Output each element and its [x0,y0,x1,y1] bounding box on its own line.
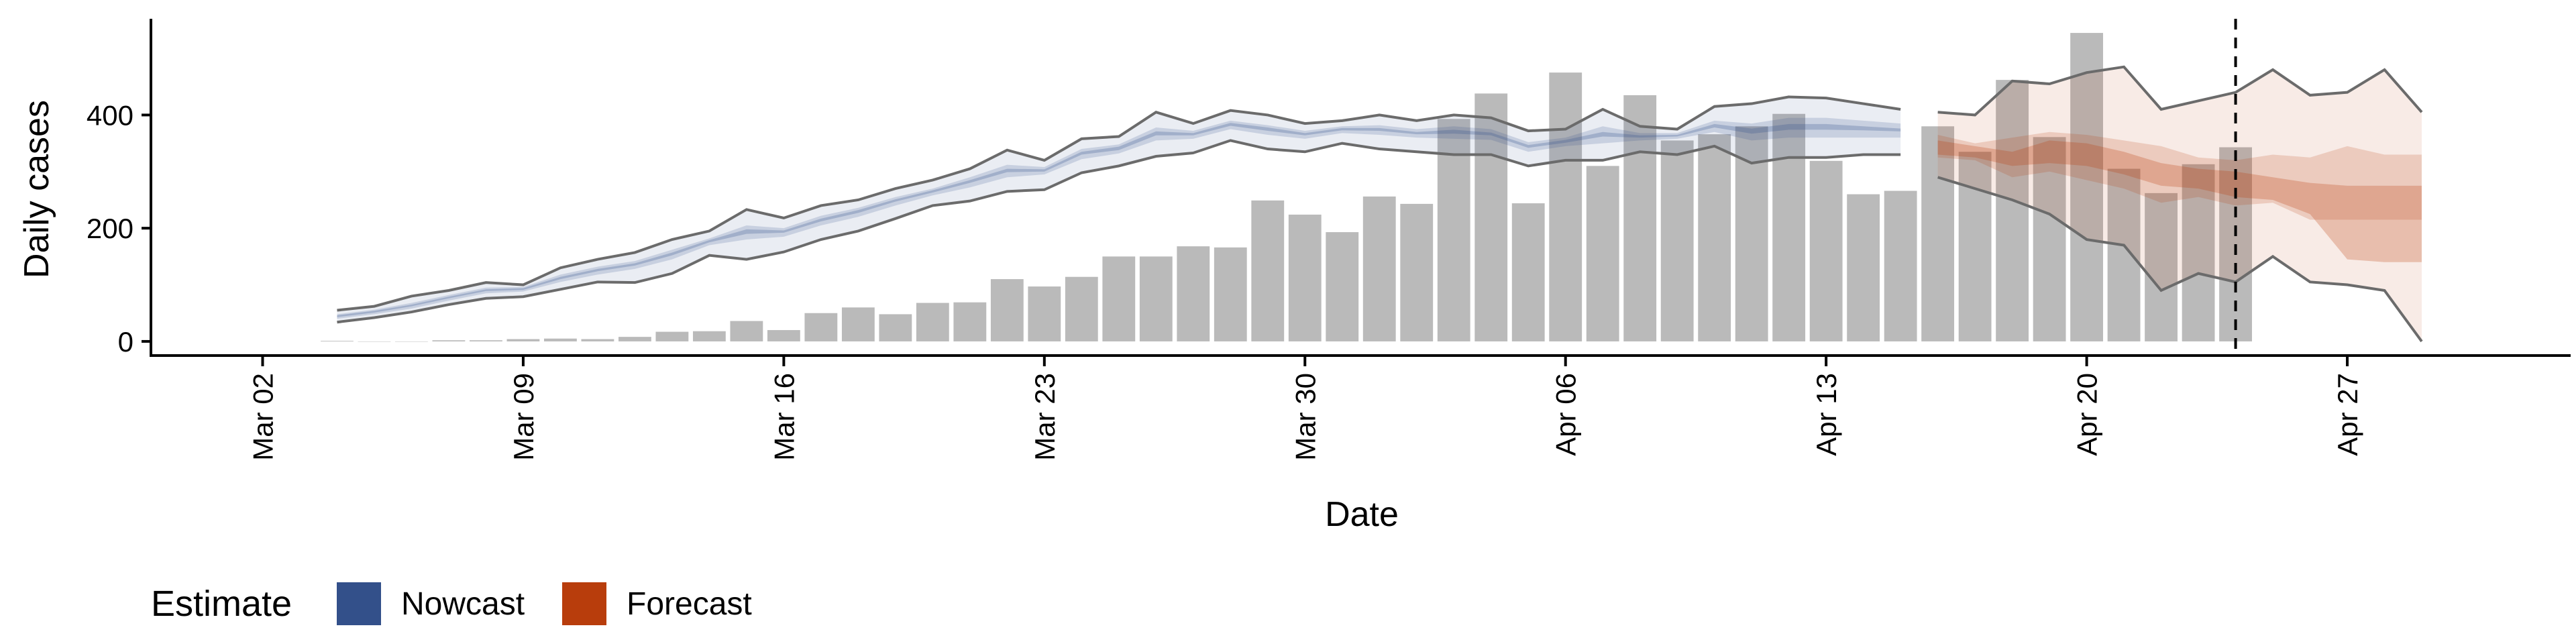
case-bar [1884,191,1917,341]
case-bar [2033,137,2066,341]
forecast-lower-bound-line [1937,176,2423,343]
x-ticks: Mar 02 Mar 09 Mar 16 Mar 23 Mar 30 Apr 06 Apr … [247,356,2363,461]
case-bar [1847,194,1880,341]
case-bar [1996,80,2029,341]
legend-label-nowcast: Nowcast [401,586,525,622]
case-bar [1214,247,1247,341]
case-bar [2145,193,2178,341]
forecast-band-90 [1937,66,2422,341]
x-tick-label: Mar 02 [247,373,278,461]
case-bar [1958,152,1992,341]
y-axis-title: Daily cases [17,100,56,278]
case-bar [953,302,987,341]
case-bar [358,341,391,342]
case-bar [1809,160,1843,341]
case-bar [916,303,949,341]
reported-cases-bars [321,33,2252,342]
case-bar [1362,196,1396,341]
y-ticks: 0 200 400 [87,99,151,358]
nowcast-band-50 [337,117,1901,319]
case-bar [804,313,838,341]
case-bar [506,339,540,341]
case-bar [1772,113,1806,341]
x-axis-title: Date [1325,495,1399,534]
nowcast-lower-bound-line [337,139,1901,324]
y-tick-label: 200 [87,213,133,244]
case-bar [1698,134,1731,341]
forecast-band-20 [1937,140,2422,262]
case-bar [1586,166,1619,341]
case-bar [1474,93,1508,341]
forecast-band-50 [1937,131,2422,220]
case-bar [655,331,689,341]
case-bar [1511,203,1545,341]
y-tick-label: 400 [87,99,133,131]
case-bar [432,340,466,341]
case-bar [1326,232,1359,341]
x-tick-label: Apr 20 [2072,373,2103,456]
case-bar [2182,164,2215,341]
case-bar [470,340,502,341]
legend: Estimate Nowcast Forecast [151,582,752,625]
case-bar [1400,203,1434,341]
case-bar [544,338,577,341]
x-tick-label: Apr 27 [2332,373,2363,456]
nowcast-band-90 [337,97,1901,323]
case-bar [618,337,651,341]
case-bar [2107,168,2141,341]
case-bar [1102,256,1136,341]
legend-swatch-nowcast [337,582,381,625]
case-bar [1549,72,1582,341]
case-bar [730,321,763,341]
case-bar [1065,276,1098,341]
case-bar [581,339,614,341]
nowcast-upper-bound-line [337,95,1901,312]
legend-label-forecast: Forecast [627,586,752,622]
case-bar [1437,119,1470,341]
x-tick-label: Apr 06 [1550,373,1582,456]
x-tick-label: Mar 09 [508,373,539,461]
case-bar [1139,256,1173,341]
x-tick-label: Mar 16 [768,373,800,461]
case-bar [1921,126,1955,341]
estimate-bound-lines [337,65,2423,343]
x-tick-label: Mar 23 [1029,373,1061,461]
case-bar [1251,200,1285,341]
case-bar [2070,33,2104,341]
x-tick-label: Apr 13 [1811,373,1842,456]
case-bar [1623,95,1657,341]
case-bar [990,279,1024,341]
y-tick-label: 0 [118,326,133,358]
case-bar [841,307,875,341]
case-bar [395,341,428,342]
axes [150,19,2571,357]
legend-title: Estimate [151,584,292,624]
case-bar [879,314,912,341]
forecast-upper-bound-line [1937,65,2423,117]
legend-swatch-forecast [562,582,606,625]
case-bar [1028,286,1061,341]
case-bar [692,331,726,341]
case-bar [1177,246,1210,341]
x-tick-label: Mar 30 [1289,373,1321,461]
case-bar [1288,214,1322,341]
case-bar [767,330,800,341]
case-bar [1660,140,1694,341]
estimate-bands [337,66,2422,341]
